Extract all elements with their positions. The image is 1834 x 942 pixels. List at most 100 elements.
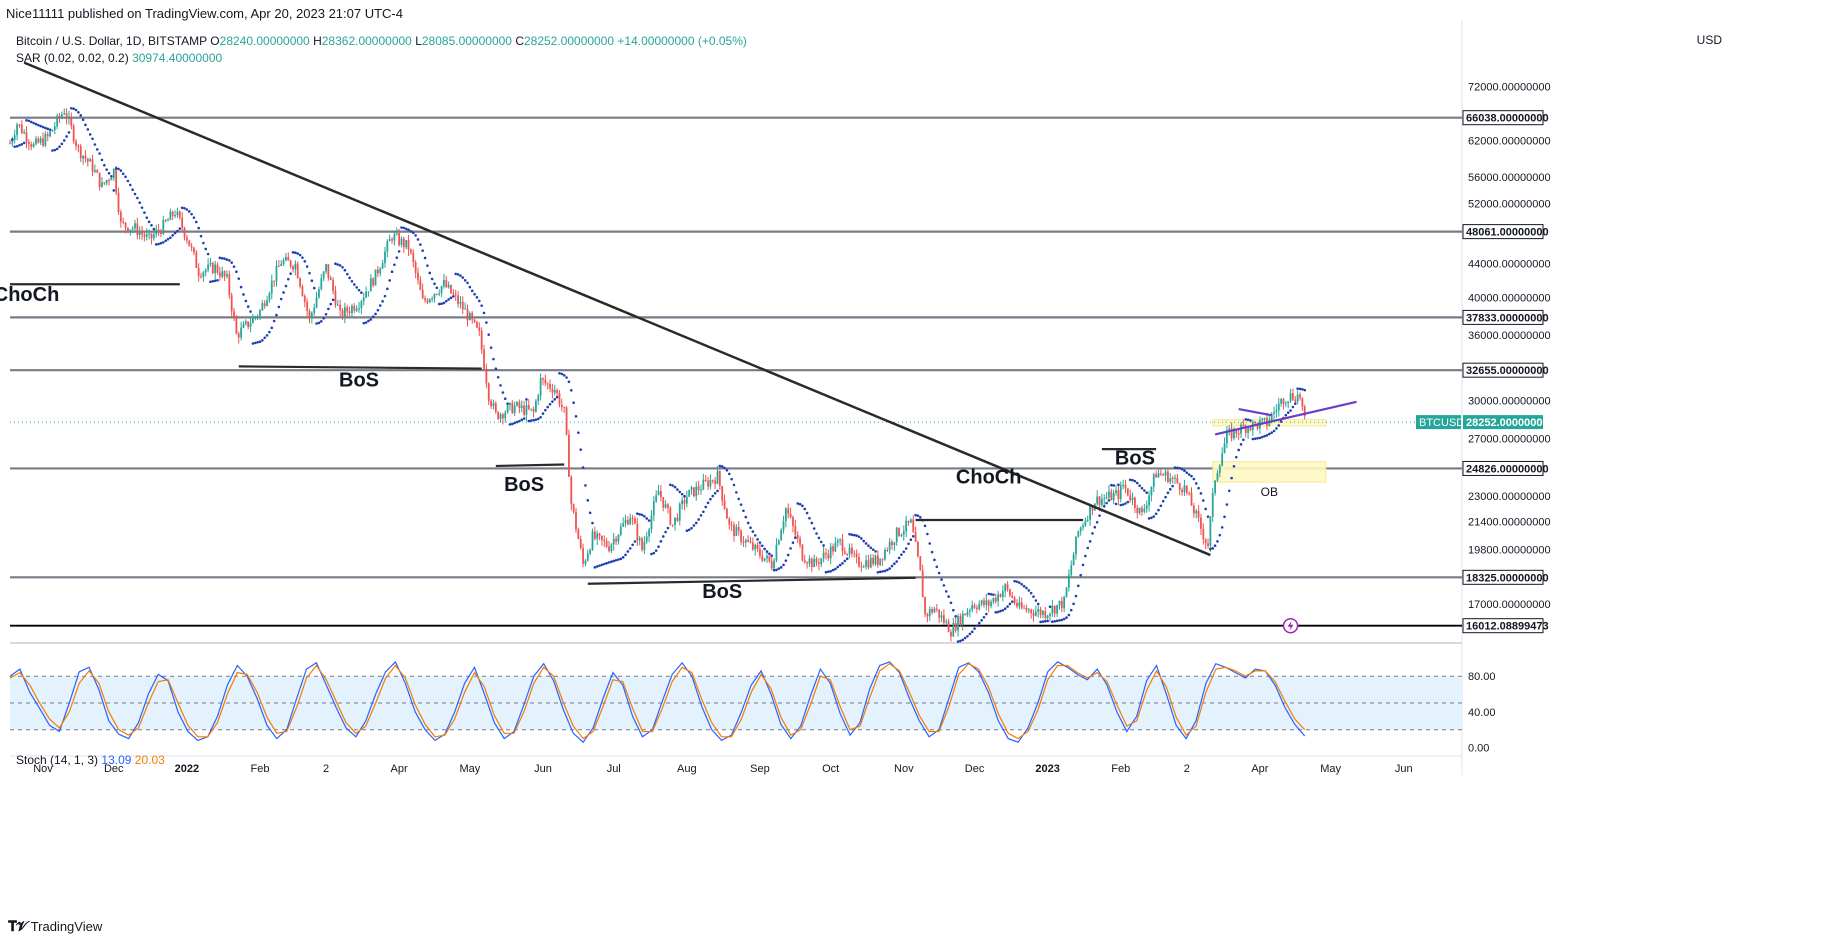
candle-body <box>108 180 110 182</box>
candle-body <box>839 539 842 541</box>
sar-dot <box>610 560 613 564</box>
structure-annotation: ChoCh <box>956 467 1022 489</box>
sar-dot <box>1293 402 1297 405</box>
candle-body <box>678 504 681 521</box>
candle-body <box>1075 536 1077 555</box>
sar-dot <box>669 483 672 487</box>
sar-dot <box>1119 503 1123 507</box>
structure-line[interactable] <box>587 576 916 585</box>
candle-body <box>542 378 544 380</box>
sar-dot <box>1039 620 1042 624</box>
symbol-badge-label: BTCUSD <box>1419 417 1464 429</box>
candle-body <box>1216 473 1219 481</box>
sar-dot <box>1232 464 1236 468</box>
sar-dot <box>508 423 512 426</box>
candle-body <box>652 501 655 516</box>
ohlc-low-label: L <box>415 34 422 48</box>
candle-body <box>565 407 568 435</box>
candle-body <box>376 269 379 274</box>
candle-body <box>1152 474 1155 487</box>
candle-body <box>1176 477 1179 484</box>
sar-dot <box>55 147 59 151</box>
sar-dot <box>478 299 481 303</box>
candle-body <box>1235 428 1238 434</box>
candle-body <box>1023 607 1025 609</box>
candle-body <box>72 125 75 142</box>
sar-dot <box>1138 484 1141 488</box>
sar-dot <box>1069 608 1073 612</box>
ascending-trendline[interactable] <box>1214 400 1357 436</box>
candle-body <box>386 241 389 252</box>
sar-dot <box>105 168 108 171</box>
ascending-trendline[interactable] <box>1238 407 1272 417</box>
candle-body <box>1261 418 1264 421</box>
sar-dot <box>956 640 960 643</box>
sar-dot <box>777 567 781 570</box>
candle-body <box>685 496 688 504</box>
structure-line[interactable] <box>238 365 482 370</box>
sar-dot <box>1298 387 1302 391</box>
candle-body <box>282 260 285 265</box>
candle-body <box>440 286 443 294</box>
price-tick-label: 52000.00000000 <box>1468 198 1551 210</box>
candle-body <box>1011 595 1014 598</box>
candle-body <box>44 134 47 146</box>
candle-body <box>1242 424 1245 427</box>
tradingview-brand[interactable]: 𝐓𝓥 TradingView <box>8 918 102 935</box>
descending-trendline[interactable] <box>23 61 1211 557</box>
candle-body <box>318 289 320 298</box>
candle-body <box>862 566 865 568</box>
candle-body <box>884 550 886 560</box>
candle-body <box>1284 403 1287 405</box>
ohlc-low-value: 28085.00000000 <box>421 34 512 48</box>
sar-dot <box>442 301 446 305</box>
structure-line[interactable] <box>495 463 565 468</box>
sar-dot <box>643 514 646 518</box>
candle-body <box>1296 394 1299 402</box>
sar-dot <box>13 145 17 148</box>
candle-body <box>775 544 778 561</box>
sar-dot <box>74 108 78 112</box>
sar-dot <box>1081 563 1085 567</box>
sar-dot <box>284 284 288 288</box>
sar-dot <box>1022 584 1026 588</box>
sar-dot <box>678 490 682 494</box>
sar-dot <box>428 271 432 275</box>
candle-body <box>127 227 129 232</box>
candle-body <box>1148 495 1150 506</box>
candle-body <box>181 217 184 228</box>
sar-dot <box>843 559 847 563</box>
candle-body <box>905 520 908 532</box>
candle-body <box>740 530 742 542</box>
candle-body <box>1018 602 1021 607</box>
sar-dot <box>126 179 130 183</box>
candle-body <box>733 524 735 536</box>
sar-dot <box>914 513 917 517</box>
candle-body <box>966 611 969 616</box>
sar-dot <box>277 305 281 309</box>
candle-body <box>726 508 728 519</box>
sar-dot <box>581 466 585 469</box>
candle-body <box>504 412 507 419</box>
candle-body <box>492 403 495 407</box>
candle-body <box>808 558 811 564</box>
candle-body <box>836 540 839 543</box>
candle-body <box>190 246 193 248</box>
candle-body <box>27 141 30 145</box>
sar-dot <box>147 220 151 224</box>
candle-body <box>459 301 462 304</box>
candle-body <box>810 558 813 568</box>
sar-dot <box>1199 492 1203 495</box>
candle-body <box>1221 453 1224 466</box>
sar-dot <box>624 553 627 557</box>
candle-body <box>971 605 974 610</box>
candle-body <box>794 525 797 535</box>
candle-body <box>1183 485 1186 493</box>
order-block-zone[interactable] <box>1212 461 1327 483</box>
candle-body <box>129 229 132 232</box>
candle-body <box>346 307 349 312</box>
level-price-label: 16012.08899473 <box>1466 621 1549 633</box>
sar-dot <box>494 367 498 370</box>
sar-dot <box>1256 436 1259 440</box>
